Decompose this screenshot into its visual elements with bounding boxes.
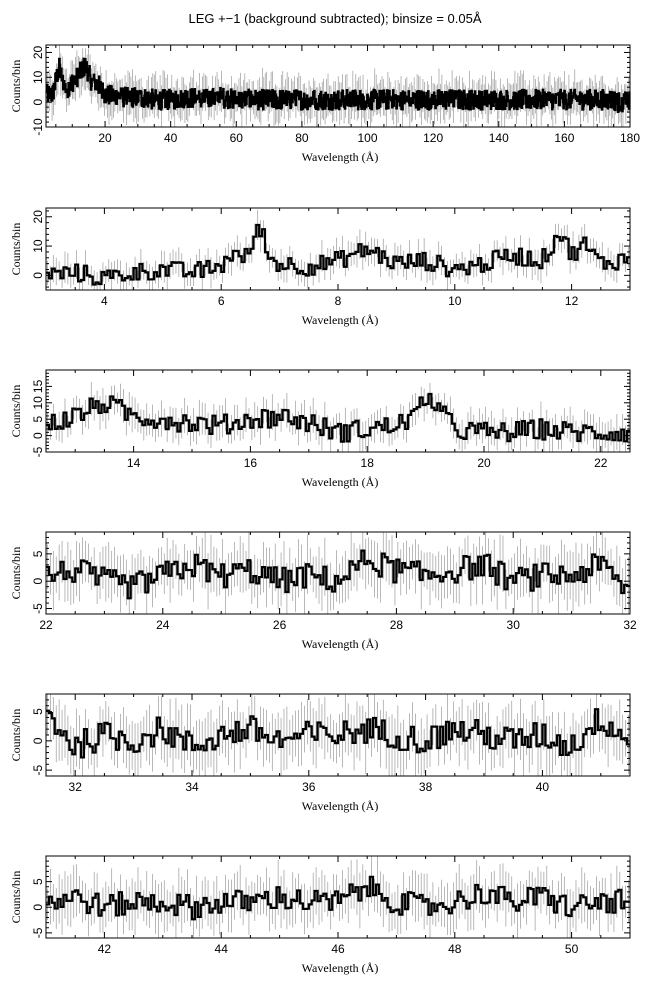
x-tick-label: 6 <box>218 294 225 308</box>
y-tick-label: 0 <box>31 578 45 585</box>
series-line <box>46 708 630 759</box>
x-tick-label: 120 <box>423 131 443 145</box>
x-tick-label: 30 <box>507 618 521 632</box>
x-tick-label: 20 <box>98 131 112 145</box>
x-tick-label: 38 <box>419 780 433 794</box>
x-axis-label: Wavelength (Å) <box>302 475 379 489</box>
y-tick-label: 5 <box>31 708 45 715</box>
y-tick-label: -5 <box>31 446 45 457</box>
x-tick-label: 18 <box>361 456 375 470</box>
y-tick-label: 5 <box>31 878 45 885</box>
x-tick-label: 140 <box>489 131 509 145</box>
x-tick-label: 12 <box>565 294 579 308</box>
y-tick-label: 10 <box>31 396 45 410</box>
y-tick-label: 15 <box>31 379 45 393</box>
x-tick-label: 32 <box>623 618 637 632</box>
y-tick-label: -10 <box>31 118 45 136</box>
x-tick-label: 22 <box>594 456 608 470</box>
x-tick-label: 36 <box>302 780 316 794</box>
x-axis-label: Wavelength (Å) <box>302 637 379 651</box>
y-axis-label: Counts/bin <box>9 223 23 276</box>
y-axis-label: Counts/bin <box>9 60 23 113</box>
error-bars <box>47 532 629 614</box>
x-tick-label: 26 <box>273 618 287 632</box>
y-tick-label: 5 <box>31 550 45 557</box>
x-tick-label: 40 <box>164 131 178 145</box>
x-tick-label: 160 <box>554 131 574 145</box>
x-tick-label: 24 <box>156 618 170 632</box>
series-line <box>46 392 630 443</box>
series-line <box>46 223 630 286</box>
x-tick-label: 10 <box>448 294 462 308</box>
x-tick-label: 42 <box>98 942 112 956</box>
y-tick-label: 0 <box>31 272 45 279</box>
x-tick-label: 16 <box>244 456 258 470</box>
y-tick-label: 5 <box>31 416 45 423</box>
y-tick-label: -5 <box>31 764 45 775</box>
x-tick-label: 46 <box>331 942 345 956</box>
x-tick-label: 180 <box>620 131 640 145</box>
y-tick-label: 10 <box>31 239 45 253</box>
x-tick-label: 80 <box>295 131 309 145</box>
chart-panel-1: 20 40 60 80 100 120 140 160 180 -10 0 10 20 Wavelengt… <box>9 44 640 164</box>
plot-frame <box>45 44 631 128</box>
y-tick-label: 0 <box>31 432 45 439</box>
x-tick-label: 50 <box>565 942 579 956</box>
panels: 20 40 60 80 100 120 140 160 180-1001020Wavelengt… <box>9 44 640 975</box>
y-tick-label: -5 <box>31 927 45 938</box>
x-tick-label: 4 <box>101 294 108 308</box>
chart-panel-3: 14 16 18 20 22 -5 0 5 10 15 Wavelength (Å) Counts/b… <box>9 369 631 489</box>
y-tick-label: 10 <box>31 70 45 84</box>
chart-panel-5: 32 34 36 38 40 -5 0 5 Wavelength (Å) Counts/bin <box>9 693 631 813</box>
error-bars <box>45 45 630 127</box>
x-tick-label: 44 <box>215 942 229 956</box>
series-line <box>45 57 631 113</box>
series-line <box>46 549 630 600</box>
series-line <box>46 875 630 921</box>
plot-frame <box>45 531 631 615</box>
x-tick-label: 20 <box>477 456 491 470</box>
x-axis-label: Wavelength (Å) <box>302 961 379 975</box>
y-axis-label: Counts/bin <box>9 871 23 924</box>
y-tick-label: 20 <box>31 210 45 224</box>
chart-panel-6: 42 44 46 48 50 -5 0 5 Wavelength (Å) Counts/bin <box>9 855 631 975</box>
error-bars <box>47 381 629 452</box>
y-tick-label: 0 <box>31 904 45 911</box>
y-tick-label: -5 <box>31 603 45 614</box>
x-axis-label: Wavelength (Å) <box>302 799 379 813</box>
y-axis-label: Counts/bin <box>9 547 23 600</box>
y-tick-label: 0 <box>31 737 45 744</box>
y-tick-label: 20 <box>31 45 45 59</box>
y-axis-label: Counts/bin <box>9 709 23 762</box>
x-tick-label: 100 <box>358 131 378 145</box>
x-tick-label: 32 <box>69 780 83 794</box>
chart-panel-4: 22 24 26 28 30 32 -5 0 5 Wavelength (Å) Counts/bin <box>9 531 637 651</box>
x-tick-label: 8 <box>335 294 342 308</box>
x-tick-label: 60 <box>230 131 244 145</box>
x-tick-label: 28 <box>390 618 404 632</box>
x-tick-label: 48 <box>448 942 462 956</box>
x-tick-label: 40 <box>536 780 550 794</box>
x-axis-label: Wavelength (Å) <box>302 313 379 327</box>
figure-title: LEG +−1 (background subtracted); binsize… <box>188 11 481 26</box>
x-tick-label: 34 <box>185 780 199 794</box>
y-axis-label: Counts/bin <box>9 385 23 438</box>
y-tick-label: 0 <box>31 98 45 105</box>
x-tick-label: 22 <box>39 618 53 632</box>
chart-panel-2: 4 6 8 10 12 0 10 20 Wavelength (Å) Counts/bin <box>9 207 631 327</box>
x-tick-label: 14 <box>127 456 141 470</box>
x-axis-label: Wavelength (Å) <box>302 150 379 164</box>
